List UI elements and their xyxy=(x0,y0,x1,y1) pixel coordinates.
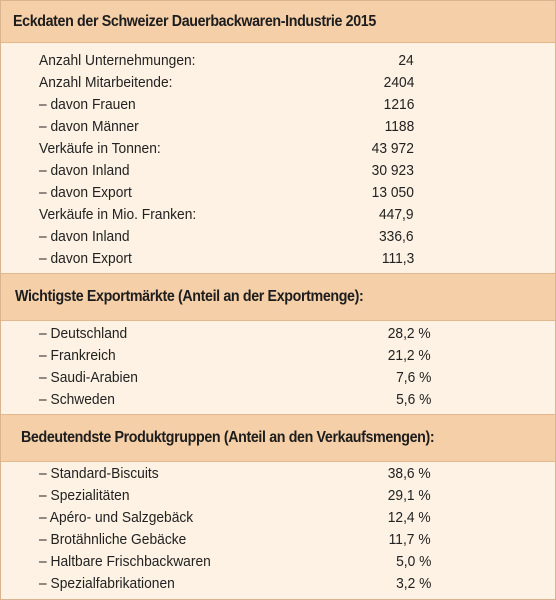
section-title: Eckdaten der Schweizer Dauerbackwaren-In… xyxy=(13,12,376,30)
row-label: – davon Export xyxy=(39,250,132,267)
table-row: – Haltbare Frischbackwaren 5,0 % xyxy=(1,551,555,573)
row-label: – davon Frauen xyxy=(39,96,136,113)
row-label: Verkäufe in Tonnen: xyxy=(39,140,161,157)
table-row: Anzahl Unternehmungen: 24 xyxy=(1,50,555,72)
export-markets-list: – Deutschland 28,2 % – Frankreich 21,2 % –… xyxy=(1,323,555,411)
section-header-export-markets: Wichtigste Exportmärkte (Anteil an der E… xyxy=(1,273,555,321)
table-row: Anzahl Mitarbeitende: 2404 xyxy=(1,72,555,94)
row-value: 7,6 % xyxy=(395,369,431,386)
row-value: 5,0 % xyxy=(395,553,431,570)
row-label: – Saudi-Arabien xyxy=(39,369,138,386)
section-title: Wichtigste Exportmärkte (Anteil an der E… xyxy=(15,288,364,305)
row-label: – davon Inland xyxy=(39,228,130,245)
row-value: 29,1 % xyxy=(388,487,431,504)
key-figures-list: Anzahl Unternehmungen: 24 Anzahl Mitarbei… xyxy=(1,50,555,270)
row-label: – Frankreich xyxy=(39,347,116,364)
row-value: 28,2 % xyxy=(388,325,431,342)
table-row: – Schweden 5,6 % xyxy=(1,389,555,411)
row-value: 21,2 % xyxy=(388,347,431,364)
row-label: – davon Inland xyxy=(39,162,130,179)
row-value: 447,9 xyxy=(379,206,414,223)
row-label: – Haltbare Frischbackwaren xyxy=(39,553,211,570)
table-row: Verkäufe in Mio. Franken: 447,9 xyxy=(1,204,555,226)
table-row: – davon Männer 1188 xyxy=(1,116,555,138)
table-row: – Deutschland 28,2 % xyxy=(1,323,555,345)
row-value: 38,6 % xyxy=(388,465,431,482)
product-groups-list: – Standard-Biscuits 38,6 % – Spezialitäte… xyxy=(1,463,555,595)
row-label: – Apéro- und Salzgebäck xyxy=(39,509,194,526)
table-row: Verkäufe in Tonnen: 43 972 xyxy=(1,138,555,160)
table-row: – davon Frauen 1216 xyxy=(1,94,555,116)
table-row: – davon Export 111,3 xyxy=(1,248,555,270)
row-value: 3,2 % xyxy=(395,575,431,592)
row-value: 1188 xyxy=(384,118,414,135)
table-row: – Spezialitäten 29,1 % xyxy=(1,485,555,507)
row-value: 1216 xyxy=(383,96,414,113)
row-label: Anzahl Mitarbeitende: xyxy=(39,74,173,91)
row-value: 24 xyxy=(398,52,414,69)
row-label: – Deutschland xyxy=(39,325,128,342)
table-row: – Brotähnliche Gebäcke 11,7 % xyxy=(1,529,555,551)
row-value: 2404 xyxy=(383,74,414,91)
table-row: – Standard-Biscuits 38,6 % xyxy=(1,463,555,485)
row-label: Anzahl Unternehmungen: xyxy=(39,52,196,69)
table-row: – davon Inland 336,6 xyxy=(1,226,555,248)
row-label: – Standard-Biscuits xyxy=(39,465,159,482)
table-row: – Frankreich 21,2 % xyxy=(1,345,555,367)
row-label: – Spezialfabrikationen xyxy=(39,575,175,592)
row-value: 111,3 xyxy=(381,250,414,267)
row-value: 13 050 xyxy=(371,184,414,201)
table-row: – davon Inland 30 923 xyxy=(1,160,555,182)
section-title: Bedeutendste Produktgruppen (Anteil an d… xyxy=(21,429,435,446)
row-value: 336,6 xyxy=(379,228,414,245)
table-row: – Apéro- und Salzgebäck 12,4 % xyxy=(1,507,555,529)
row-label: – Brotähnliche Gebäcke xyxy=(39,531,187,548)
row-label: – Spezialitäten xyxy=(39,487,130,504)
row-label: – Schweden xyxy=(39,391,115,408)
table-row: – Saudi-Arabien 7,6 % xyxy=(1,367,555,389)
row-value: 43 972 xyxy=(371,140,414,157)
row-value: 12,4 % xyxy=(388,509,431,526)
row-value: 11,7 % xyxy=(389,531,431,548)
row-value: 30 923 xyxy=(371,162,414,179)
table-row: – davon Export 13 050 xyxy=(1,182,555,204)
row-value: 5,6 % xyxy=(395,391,431,408)
section-header-product-groups: Bedeutendste Produktgruppen (Anteil an d… xyxy=(1,414,555,462)
table-row: – Spezialfabrikationen 3,2 % xyxy=(1,573,555,595)
section-header-key-figures: Eckdaten der Schweizer Dauerbackwaren-In… xyxy=(1,1,555,43)
row-label: Verkäufe in Mio. Franken: xyxy=(39,206,197,223)
row-label: – davon Männer xyxy=(39,118,139,135)
row-label: – davon Export xyxy=(39,184,132,201)
